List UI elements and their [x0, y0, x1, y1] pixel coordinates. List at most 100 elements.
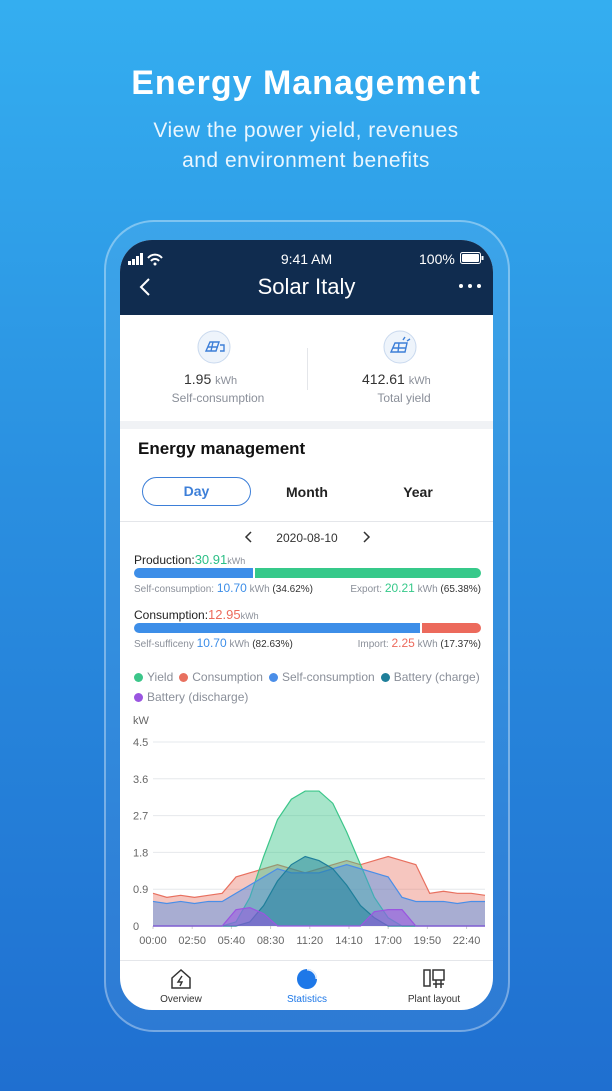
x-tick-label: 17:00 — [374, 935, 402, 947]
battery-icon — [460, 252, 484, 264]
legend-swatch — [179, 672, 189, 682]
x-tick-label: 14:10 — [335, 935, 363, 947]
area-fill — [153, 791, 485, 926]
part-label: Export: — [350, 584, 383, 595]
top-bar: 9:41 AM 100% Solar Italy — [120, 240, 493, 315]
summary-value: 1.95 — [184, 371, 212, 387]
bar-segment — [134, 623, 420, 633]
x-tick-label: 11:20 — [296, 935, 323, 947]
legend: Yield Consumption Self-consumption Battery … — [134, 670, 489, 704]
block-unit: kWh — [240, 611, 259, 621]
tab-plant-layout[interactable]: Plant layout — [407, 994, 461, 1005]
block-label: Consumption: — [134, 608, 209, 622]
part-value: 2.25 — [391, 636, 415, 650]
legend-swatch — [134, 672, 143, 682]
summary-value-line: 412.61 kWh — [362, 371, 431, 387]
part-line: Self-consumption: 10.70 kWh (34.62%) — [134, 581, 313, 595]
x-tick-label: 05:40 — [218, 935, 246, 947]
promo-title: Energy Management — [131, 64, 481, 102]
part-percent: (17.37%) — [440, 639, 481, 650]
section-title: Energy management — [138, 439, 306, 458]
bar-segment — [421, 623, 481, 633]
x-tick-label: 22:40 — [453, 935, 481, 947]
part-unit: kWh — [249, 584, 270, 595]
summary-label: Total yield — [377, 391, 431, 405]
part-percent: (65.38%) — [440, 584, 481, 595]
promo-subtitle: and environment benefits — [182, 149, 430, 172]
block-heading: Consumption:12.95kWh — [134, 607, 259, 622]
tab-month[interactable]: Month — [286, 484, 328, 500]
divider — [307, 348, 308, 390]
tab-day[interactable]: Day — [142, 477, 251, 506]
part-value: 10.70 — [196, 636, 227, 650]
legend-swatch — [268, 672, 278, 682]
x-tick-label: 02:50 — [178, 935, 206, 947]
legend-item: Battery (discharge) — [134, 690, 248, 704]
x-tick-label: 19:50 — [414, 935, 442, 947]
signal-icon — [128, 253, 163, 266]
y-tick-label: 1.8 — [133, 847, 148, 859]
legend-label: Yield — [147, 670, 174, 684]
summary-value-line: 1.95 kWh — [184, 371, 237, 387]
legend-item: Battery (charge) — [380, 670, 480, 684]
block-unit: kWh — [227, 556, 246, 566]
part-percent: (82.63%) — [252, 639, 293, 650]
prev-date[interactable] — [244, 530, 254, 544]
bar-segment — [255, 568, 481, 578]
legend-label: Self-consumption — [281, 670, 375, 684]
summary-value: 412.61 — [362, 371, 405, 387]
promo-subtitle: View the power yield, revenues — [153, 119, 459, 142]
chart: kW 0 0.9 1.8 2.7 3.6 4.5 00:00 02:50 05:40 08:30 11… — [133, 715, 486, 947]
part-value: 20.21 — [384, 581, 415, 595]
summary-unit: kWh — [215, 375, 238, 387]
y-tick-label: 0 — [133, 921, 139, 933]
part-label: Self-consumption: — [134, 584, 215, 595]
more-button[interactable] — [458, 282, 482, 290]
summary-label: Self-consumption — [171, 391, 265, 405]
phone-screen: 9:41 AM 100% Solar Italy 1.95 kWh Self-c… — [120, 240, 493, 1010]
y-tick-label: 4.5 — [133, 737, 148, 749]
part-percent: (34.62%) — [272, 584, 313, 595]
section-gap — [120, 421, 493, 429]
part-line: Self-sufficeny 10.70 kWh (82.63%) — [134, 636, 293, 650]
plant-layout-icon[interactable] — [422, 968, 446, 990]
status-time: 9:41 AM — [280, 251, 333, 267]
tab-year[interactable]: Year — [403, 484, 433, 500]
part-line: Export: 20.21 kWh (65.38%) — [350, 581, 481, 595]
part-unit: kWh — [417, 639, 438, 650]
series-line — [153, 906, 485, 927]
block-value: 30.91 — [194, 552, 228, 567]
legend-item: Yield — [134, 670, 173, 684]
x-tick-label: 08:30 — [257, 935, 285, 947]
legend-item: Self-consumption — [268, 670, 375, 684]
part-value: 10.70 — [216, 581, 247, 595]
area-fill — [153, 907, 485, 926]
divider — [120, 521, 493, 522]
back-button[interactable] — [136, 276, 156, 300]
total-yield-icon — [383, 330, 417, 364]
part-unit: kWh — [229, 639, 250, 650]
x-tick-label: 00:00 — [139, 935, 167, 947]
area-fill — [153, 856, 485, 926]
legend-swatch — [134, 692, 143, 702]
nav-title: Solar Italy — [257, 274, 356, 299]
block-label: Production: — [134, 553, 195, 567]
tab-overview[interactable]: Overview — [160, 994, 202, 1005]
legend-item: Consumption — [179, 670, 263, 684]
part-unit: kWh — [417, 584, 438, 595]
next-date[interactable] — [361, 530, 371, 544]
divider — [120, 960, 493, 961]
y-tick-label: 2.7 — [133, 811, 148, 823]
y-tick-label: 3.6 — [133, 774, 148, 786]
y-tick-label: 0.9 — [133, 884, 148, 896]
date: 2020-08-10 — [276, 531, 338, 545]
statistics-icon[interactable] — [296, 968, 318, 990]
overview-icon[interactable] — [170, 968, 192, 990]
y-axis-label: kW — [133, 715, 150, 727]
part-label: Self-sufficeny — [134, 639, 194, 650]
legend-label: Consumption — [192, 670, 263, 684]
block-value: 12.95 — [208, 607, 241, 622]
tab-statistics[interactable]: Statistics — [286, 994, 327, 1005]
part-line: Import: 2.25 kWh (17.37%) — [358, 636, 481, 650]
